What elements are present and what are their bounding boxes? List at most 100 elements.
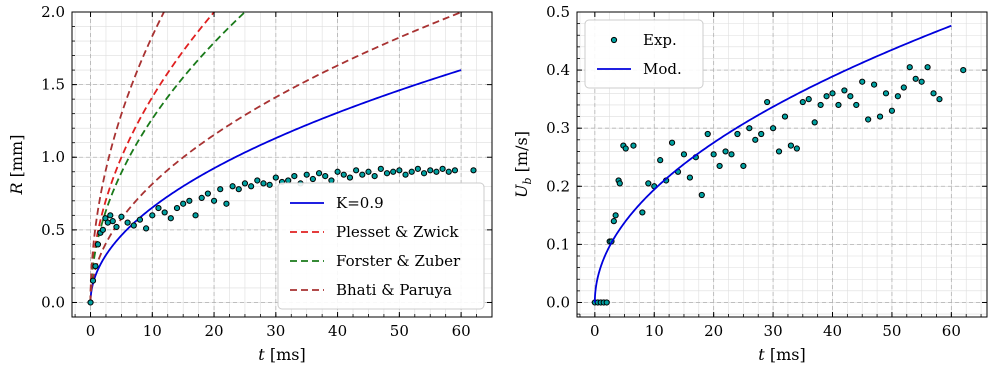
data-point [876,113,884,120]
data-point [130,222,137,229]
data-point [113,223,120,231]
x-tick-label: 60 [452,322,471,340]
x-tick-label: 50 [390,322,409,340]
x-tick-label: 50 [882,322,901,340]
data-point [149,212,156,219]
x-tick-label: 10 [143,322,162,340]
data-point [192,212,199,219]
data-point [924,64,931,71]
y-tick-label: 1.5 [41,76,65,94]
plot-area [591,24,967,306]
right-panel-velocity: 0 10 20 30 40 50 60 0.0 0.1 0.2 0.3 0.4 0.5 t [ms] Ub … [512,3,988,364]
data-point [359,171,366,178]
data-point [894,93,901,100]
y-axis-label: R [mm] [7,135,26,196]
y-tick-label: 0.2 [546,177,570,195]
data-point [334,168,341,175]
data-point [853,101,860,109]
data-point [285,177,292,184]
legend: K=0.9 Plesset & Zwick Forster & Zuber Bhati… [277,182,485,310]
data-point [610,218,617,225]
data-point [698,191,705,199]
data-point [433,168,440,175]
data-point [865,116,872,123]
data-point [722,148,729,155]
y-tick-label: 0.5 [41,221,65,239]
data-point [882,90,890,97]
data-point [254,177,261,184]
data-point [686,174,693,181]
data-point [377,165,384,172]
data-point [173,204,181,212]
data-point [186,197,193,204]
data-point [445,168,452,175]
data-point [746,125,753,132]
data-point [817,101,824,109]
data-point [752,136,759,143]
x-tick-label: 20 [205,322,224,340]
legend: Exp. Mod. [584,19,704,89]
data-point [960,66,967,74]
data-point [303,171,310,178]
data-point [161,209,168,216]
data-point [680,151,688,158]
data-point [775,148,783,155]
data-point [223,200,230,207]
data-point [603,299,610,306]
data-point [248,183,255,190]
data-point [799,98,806,106]
data-point [612,212,619,219]
data-point [309,175,316,183]
x-tick-label: 60 [942,322,961,340]
data-point [769,125,777,132]
data-point [930,90,937,97]
data-point [390,168,397,175]
y-tick-label: 1.0 [41,148,65,166]
data-point [266,181,273,188]
data-point [835,101,842,109]
data-point [204,190,211,197]
data-point [260,180,267,187]
data-point [167,215,174,222]
legend-box [277,182,485,310]
data-point [764,98,771,106]
data-point [241,180,249,187]
data-point [89,277,97,284]
axes-frame [576,11,988,318]
data-point [198,194,205,202]
data-point [805,96,812,103]
data-point [420,170,428,177]
data-point [99,226,106,233]
data-point [710,151,717,158]
data-point [87,299,94,306]
data-point [92,263,99,270]
data-point [322,173,329,180]
data-point [124,219,131,226]
data-point [639,209,646,216]
data-point [402,171,409,178]
data-point [353,167,360,174]
x-tick-label: 10 [645,322,664,340]
data-point [291,173,298,180]
legend-label: Plesset & Zwick [336,223,459,241]
data-point [630,142,637,149]
y-tick-label: 0.3 [546,119,570,137]
data-point [143,225,150,232]
plot-area [87,12,477,306]
data-point [829,90,836,97]
x-axis-label: t [ms] [258,345,305,364]
data-point [781,113,789,120]
x-tick-label: 40 [823,322,842,340]
data-point [888,107,896,114]
data-point [340,171,347,178]
data-point [217,186,224,193]
data-point [470,167,477,174]
data-point [841,87,848,94]
data-point [616,180,623,187]
data-point [427,167,434,174]
x-tick-label: 0 [86,322,96,340]
data-point [847,93,854,100]
x-axis-label: t [ms] [758,345,805,364]
data-point [328,177,335,184]
data-point [346,174,354,181]
